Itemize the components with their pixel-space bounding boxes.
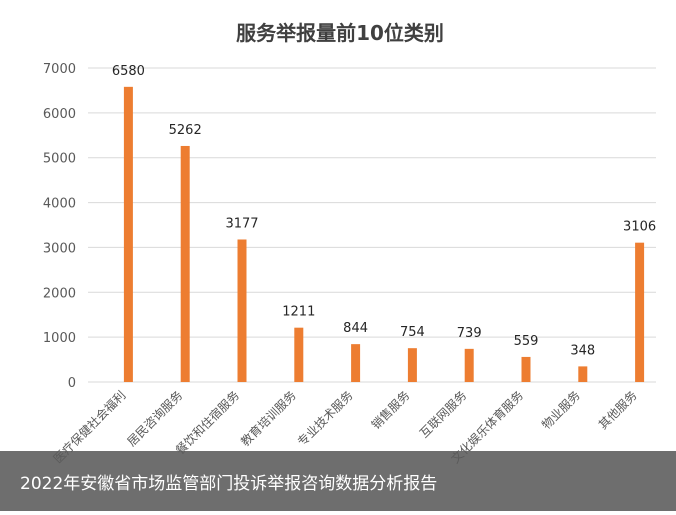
caption-text: 2022年安徽省市场监管部门投诉举报咨询数据分析报告 (20, 474, 438, 494)
bar (294, 327, 304, 382)
data-label: 3177 (225, 216, 258, 231)
y-tick-label: 2000 (43, 286, 76, 301)
bar (123, 86, 133, 382)
grid-layer (88, 67, 656, 383)
y-tick-label: 3000 (43, 241, 76, 256)
bar (464, 348, 474, 382)
x-tick-label: 居民咨询服务 (124, 388, 186, 450)
bar (578, 366, 588, 382)
caption-bar: 2022年安徽省市场监管部门投诉举报咨询数据分析报告 (0, 451, 676, 511)
data-label: 1211 (282, 305, 315, 320)
data-label: 6580 (112, 64, 145, 79)
x-tick-label: 教育培训服务 (237, 388, 299, 450)
y-tick-label: 1000 (43, 331, 76, 346)
y-tick-label: 4000 (43, 197, 76, 212)
data-label: 754 (400, 325, 425, 340)
bar (635, 242, 645, 382)
x-tick-label: 物业服务 (538, 388, 583, 433)
bar (521, 356, 531, 382)
bar (351, 344, 361, 382)
y-tick-label: 5000 (43, 152, 76, 167)
data-label: 348 (570, 343, 595, 358)
chart-title: 服务举报量前10位类别 (236, 21, 444, 45)
bar (180, 145, 190, 382)
y-tick-label: 7000 (43, 62, 76, 77)
y-tick-label: 6000 (43, 107, 76, 122)
data-label: 3106 (623, 220, 656, 235)
x-tick-label: 其他服务 (595, 388, 640, 433)
data-label: 5262 (169, 123, 202, 138)
y-axis: 0 1000 2000 3000 4000 5000 6000 7000 (43, 62, 76, 391)
y-tick-label: 0 (68, 376, 76, 391)
data-labels: 6580 5262 3177 1211 844 754 739 559 348 3106 (112, 64, 656, 359)
bars (123, 86, 645, 382)
data-label: 559 (514, 334, 539, 349)
x-tick-label: 销售服务 (368, 388, 413, 433)
data-label: 739 (457, 326, 482, 341)
x-tick-label: 专业技术服务 (294, 388, 356, 450)
x-tick-label: 互联网服务 (416, 388, 469, 441)
bar (407, 348, 417, 382)
bar (237, 239, 247, 382)
data-label: 844 (343, 321, 368, 336)
